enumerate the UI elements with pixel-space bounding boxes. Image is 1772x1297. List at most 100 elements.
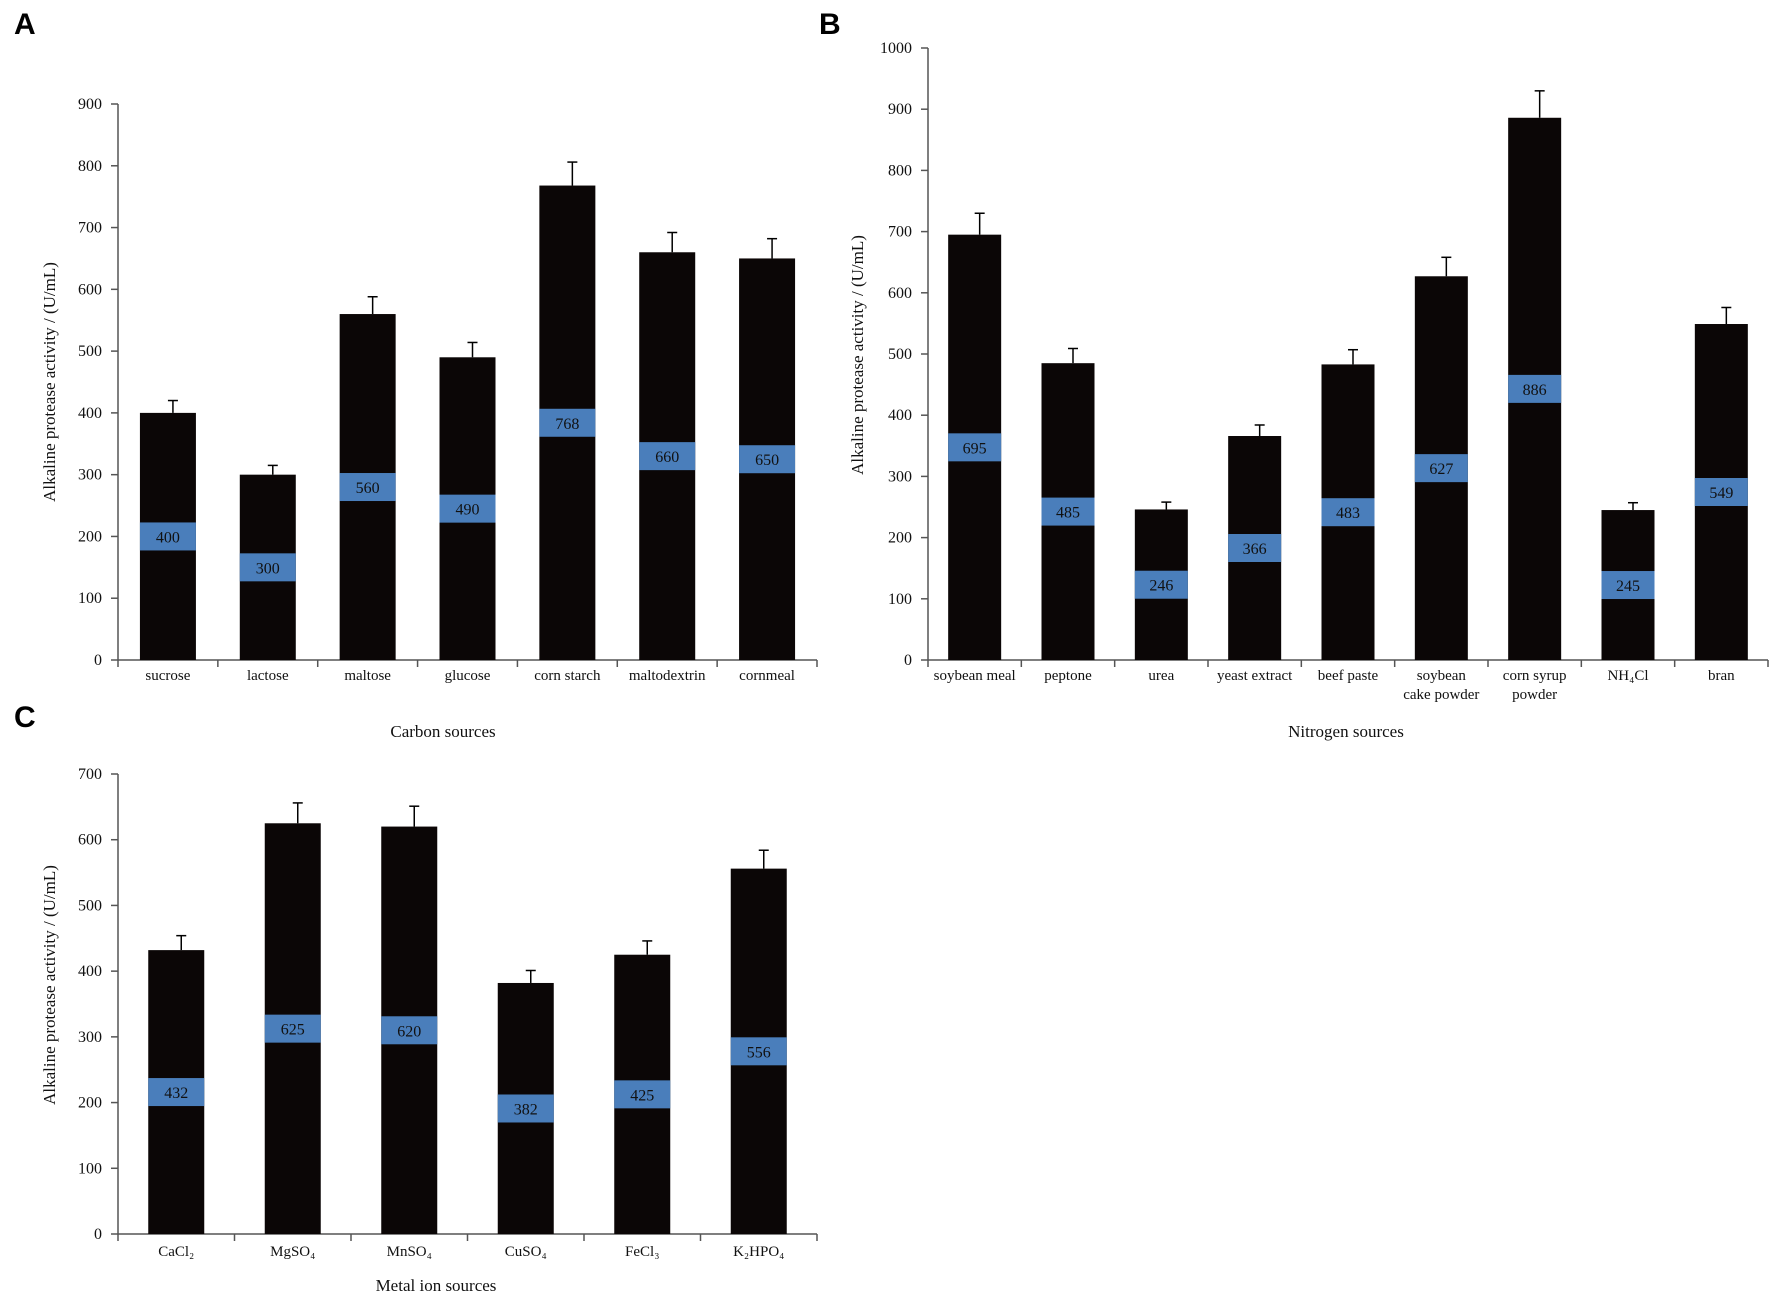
panel-b-value-box: [1414, 454, 1468, 483]
panel-b-category-label: corn syrup: [1503, 668, 1567, 684]
panel-a-category-label: cornmeal: [739, 668, 795, 684]
panel-a-y-tick-label: 700: [78, 220, 102, 237]
panel-a-category-label: maltodextrin: [629, 668, 706, 684]
panel-b-value-label: 246: [1149, 578, 1173, 595]
panel-c-y-tick-label: 0: [94, 1226, 102, 1243]
panel-b-y-tick-label: 400: [888, 407, 912, 424]
panel-a-category-label: corn starch: [534, 668, 601, 684]
panel-c-y-tick-label: 600: [78, 832, 102, 849]
panel-c-value-box: [264, 1014, 321, 1043]
panel-c-category-label: CuSO₄: [505, 1244, 547, 1260]
panel-a-value-box: [539, 408, 596, 437]
panel-c-xlabel: Metal ion sources: [376, 1276, 497, 1295]
panel-b-value-label: 886: [1523, 382, 1547, 399]
panel-c-y-tick-label: 100: [78, 1160, 102, 1177]
panel-b-value-label: 485: [1056, 505, 1080, 522]
panel-a-value-box: [239, 553, 296, 582]
panel-c-value-label: 432: [164, 1085, 188, 1102]
panel-c-ylabel: Alkaline protease activity / (U/mL): [40, 865, 59, 1105]
panel-b-category-label: beef paste: [1318, 668, 1379, 684]
panel-c-category-label: K₂HPO₄: [733, 1244, 784, 1260]
panel-c-value-label: 556: [747, 1044, 771, 1061]
panel-a-value-box: [339, 473, 396, 502]
panel-c-value-label: 382: [514, 1101, 538, 1118]
panel-c-value-box: [614, 1080, 671, 1109]
panel-b-y-tick-label: 300: [888, 468, 912, 485]
panel-b-value-box: [1601, 571, 1655, 600]
panel-a-value-box: [639, 442, 696, 471]
panel-b-category-label: yeast extract: [1217, 668, 1293, 684]
panel-c-value-label: 620: [397, 1023, 421, 1040]
panel-a-value-label: 400: [156, 529, 180, 546]
panel-c-y-tick-label: 500: [78, 897, 102, 914]
panel-a-category-label: maltose: [344, 668, 391, 684]
panel-a-y-tick-label: 0: [94, 652, 102, 669]
panel-b-y-tick-label: 800: [888, 162, 912, 179]
panel-b-value-label: 695: [963, 440, 987, 457]
panel-a-y-tick-label: 300: [78, 467, 102, 484]
panel-a-xlabel: Carbon sources: [390, 722, 495, 741]
panel-c-y-tick-label: 300: [78, 1029, 102, 1046]
panel-b-xlabel: Nitrogen sources: [1288, 722, 1404, 741]
panel-b-value-box: [1134, 570, 1188, 599]
panel-a-ylabel: Alkaline protease activity / (U/mL): [40, 262, 59, 502]
panel-b-y-tick-label: 500: [888, 346, 912, 363]
panel-b-value-box: [948, 433, 1002, 462]
panel-b-value-label: 245: [1616, 578, 1640, 595]
panel-a-value-box: [139, 522, 196, 551]
panel-c: C Metal ion sources Alkaline protease ac…: [14, 701, 818, 1295]
panel-c-value-label: 625: [281, 1022, 305, 1039]
panel-c-y-tick-label: 200: [78, 1095, 102, 1112]
panel-a-y-tick-label: 400: [78, 405, 102, 422]
panel-a-y-tick-label: 900: [78, 96, 102, 113]
panel-c-category-label: CaCl₂: [158, 1244, 194, 1260]
panel-b-value-box: [1694, 478, 1748, 507]
panel-c-value-box: [497, 1094, 554, 1123]
panel-b-ylabel: Alkaline protease activity / (U/mL): [848, 235, 867, 475]
panel-b-value-box: [1321, 498, 1375, 527]
panel-b-value-box: [1041, 497, 1095, 526]
panel-c-value-box: [730, 1037, 787, 1066]
panel-a-value-box: [739, 445, 796, 474]
panel-b-y-tick-label: 1000: [880, 40, 912, 57]
panel-a-value-label: 490: [456, 502, 480, 519]
panel-c-letter: C: [14, 701, 36, 734]
panel-b-letter: B: [819, 8, 841, 41]
panel-c-value-box: [381, 1016, 438, 1045]
panel-b-value-label: 366: [1243, 541, 1267, 558]
panel-a-value-label: 650: [755, 452, 779, 469]
panel-b-category-label: bran: [1708, 668, 1735, 684]
panel-b-y-tick-label: 700: [888, 224, 912, 241]
panel-b-value-box: [1228, 534, 1282, 563]
panel-b-y-tick-label: 0: [904, 652, 912, 669]
panel-a-value-label: 660: [655, 449, 679, 466]
panel-b-category-label: urea: [1148, 668, 1174, 684]
panel-a-y-tick-label: 800: [78, 158, 102, 175]
panel-b-category-label: powder: [1512, 687, 1557, 703]
panel-b-value-label: 627: [1429, 461, 1453, 478]
panel-b-y-tick-label: 100: [888, 591, 912, 608]
panel-b-category-label: soybean: [1417, 668, 1467, 684]
panel-b-value-label: 483: [1336, 505, 1360, 522]
panel-a-y-tick-label: 500: [78, 343, 102, 360]
panel-a-value-label: 300: [256, 560, 280, 577]
panel-c-category-label: MnSO₄: [387, 1244, 432, 1260]
panel-b-value-label: 549: [1709, 485, 1733, 502]
panel-b-y-tick-label: 200: [888, 530, 912, 547]
panel-a-value-box: [439, 494, 496, 523]
panel-c-y-tick-label: 700: [78, 766, 102, 783]
panel-a-category-label: sucrose: [145, 668, 190, 684]
panel-b-category-label: soybean meal: [934, 668, 1016, 684]
panel-a-y-tick-label: 600: [78, 281, 102, 298]
panel-a: A Carbon sources Alkaline protease activ…: [14, 8, 818, 741]
panel-b-category-label: NH₄Cl: [1607, 668, 1648, 684]
panel-c-category-label: FeCl₃: [625, 1244, 659, 1260]
panel-a-letter: A: [14, 8, 36, 41]
panel-a-category-label: lactose: [247, 668, 289, 684]
panel-c-value-label: 425: [630, 1087, 654, 1104]
panel-b-value-box: [1508, 374, 1562, 403]
panel-a-value-label: 768: [555, 416, 579, 433]
panel-b-category-label: cake powder: [1403, 687, 1479, 703]
panel-b: B Nitrogen sources Alkaline protease act…: [819, 8, 1769, 741]
